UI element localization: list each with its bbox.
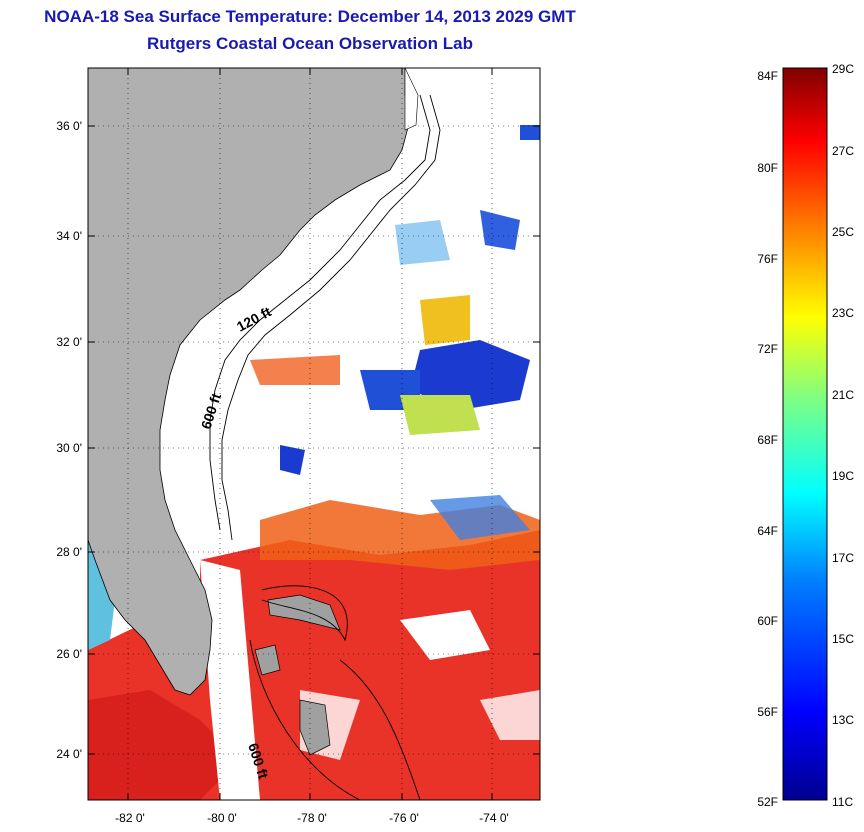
cb-f-76: 76F xyxy=(757,252,778,266)
lat-label-30: 30 0' xyxy=(56,441,82,455)
cb-c-11: 11C xyxy=(832,795,853,809)
cool-sst-patches xyxy=(250,125,540,540)
lat-label-34: 34 0' xyxy=(56,229,82,243)
map-frame xyxy=(87,67,541,801)
cb-f-68: 68F xyxy=(757,433,778,447)
lon-label-78: -78 0' xyxy=(297,811,327,825)
cb-c-19: 19C xyxy=(832,469,854,483)
cb-c-29: 29C xyxy=(832,62,854,76)
cb-c-15: 15C xyxy=(832,632,854,646)
colorbar-gradient xyxy=(782,67,828,801)
cb-c-13: 13C xyxy=(832,713,854,727)
graticule xyxy=(88,68,540,800)
cb-c-23: 23C xyxy=(832,306,854,320)
lon-label-74: -74 0' xyxy=(479,811,509,825)
longitude-labels: -82 0' -80 0' -78 0' -76 0' -74 0' xyxy=(115,811,509,825)
cb-f-72: 72F xyxy=(757,342,778,356)
lon-label-80: -80 0' xyxy=(207,811,237,825)
colorbar-celsius-labels: 29C 27C 25C 23C 21C 19C 17C 15C 13C 11C xyxy=(832,62,854,809)
cb-c-17: 17C xyxy=(832,551,854,565)
lat-label-32: 32 0' xyxy=(56,335,82,349)
lon-label-76: -76 0' xyxy=(389,811,419,825)
cb-c-21: 21C xyxy=(832,388,854,402)
cb-c-27: 27C xyxy=(832,144,854,158)
map-title: NOAA-18 Sea Surface Temperature: Decembe… xyxy=(44,7,576,26)
cb-f-84: 84F xyxy=(757,69,778,83)
colorbar-fahrenheit-labels: 84F 80F 76F 72F 68F 64F 60F 56F 52F xyxy=(757,69,778,809)
map-area: 120 ft 600 ft 600 ft xyxy=(88,68,540,800)
lat-label-24: 24 0' xyxy=(56,747,82,761)
lon-label-82: -82 0' xyxy=(115,811,145,825)
frame-ticks xyxy=(88,68,540,800)
bahamas-islands xyxy=(254,594,341,756)
cb-f-80: 80F xyxy=(757,161,778,175)
cb-f-56: 56F xyxy=(757,705,778,719)
map-subtitle: Rutgers Coastal Ocean Observation Lab xyxy=(147,34,473,53)
land-mass xyxy=(88,68,411,696)
lat-label-26: 26 0' xyxy=(56,647,82,661)
cb-f-64: 64F xyxy=(757,524,778,538)
cb-f-52: 52F xyxy=(757,795,778,809)
bathymetry-contours xyxy=(209,94,441,800)
lat-label-36: 36 0' xyxy=(56,119,82,133)
latitude-labels: 36 0' 34 0' 32 0' 30 0' 28 0' 26 0' 24 0… xyxy=(56,119,82,761)
cb-f-60: 60F xyxy=(757,614,778,628)
sound-water xyxy=(404,68,419,131)
colorbar: 84F 80F 76F 72F 68F 64F 60F 56F 52F 29C … xyxy=(757,62,854,809)
lat-label-28: 28 0' xyxy=(56,545,82,559)
cb-c-25: 25C xyxy=(832,225,854,239)
